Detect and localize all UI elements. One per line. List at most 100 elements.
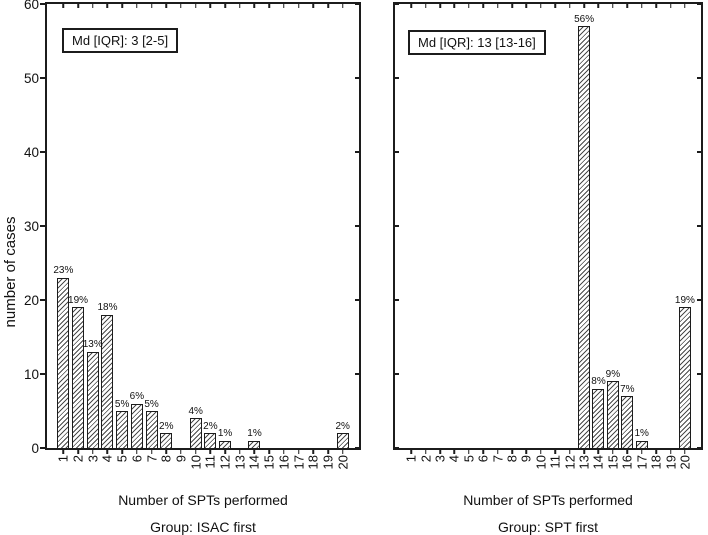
x-tick-slot: 1 bbox=[403, 454, 419, 492]
x-tick-top bbox=[496, 4, 499, 8]
x-tick-slot: 4 bbox=[100, 454, 115, 492]
bar bbox=[101, 314, 114, 448]
x-tick-slot: 6 bbox=[129, 454, 144, 492]
x-tick-slot: 2 bbox=[418, 454, 434, 492]
x-tick bbox=[283, 450, 285, 454]
x-axis-title: Number of SPTs performed bbox=[118, 492, 288, 508]
median-iqr-annotation: Md [IQR]: 13 [13-16] bbox=[408, 30, 546, 55]
x-tick-label: 18 bbox=[648, 455, 664, 470]
x-axis-title: Number of SPTs performed bbox=[463, 492, 633, 508]
x-tick-top bbox=[525, 4, 528, 8]
y-tick bbox=[40, 151, 45, 153]
bar bbox=[189, 418, 202, 448]
bar-slot bbox=[291, 4, 306, 454]
x-tick-label: 1 bbox=[403, 455, 419, 463]
x-tick bbox=[626, 450, 629, 454]
x-tick-slot: 2 bbox=[71, 454, 86, 492]
x-tick bbox=[136, 450, 138, 454]
x-tick-slot: 16 bbox=[620, 454, 635, 492]
x-tick bbox=[150, 450, 153, 454]
x-tick-label: 10 bbox=[533, 455, 549, 470]
x-tick-top bbox=[297, 4, 300, 8]
bar-slot bbox=[447, 4, 461, 454]
bar bbox=[336, 433, 349, 448]
x-tick-slot: 20 bbox=[335, 454, 350, 492]
x-tick bbox=[684, 450, 686, 454]
bar-slot: 6% bbox=[130, 4, 145, 454]
x-tick-slot: 9 bbox=[173, 454, 188, 492]
bar-slot bbox=[663, 4, 677, 454]
bar-value-label: 19% bbox=[674, 294, 695, 306]
x-tick-top bbox=[283, 4, 285, 8]
x-tick bbox=[410, 450, 412, 454]
bar-slot bbox=[232, 4, 247, 454]
bar-slot bbox=[277, 4, 292, 454]
bar bbox=[160, 433, 173, 448]
y-tick-label: 10 bbox=[23, 366, 39, 382]
bar-slot: 56% bbox=[574, 4, 594, 454]
x-tick-slot: 19 bbox=[321, 454, 336, 492]
x-tick-slot: 18 bbox=[648, 454, 664, 492]
bars-area: 56% 8% 9% 7% 1% 19% bbox=[395, 4, 701, 454]
x-tick-top bbox=[583, 4, 585, 8]
x-tick bbox=[121, 450, 123, 454]
bar bbox=[635, 440, 648, 448]
plot-frame: Md [IQR]: 3 [2-5] 23% 19% 13% 18% 5% 6% 5% 2% 4%… bbox=[24, 0, 361, 456]
x-tick-top bbox=[209, 4, 212, 8]
x-tick-top bbox=[655, 4, 657, 8]
x-tick-top bbox=[341, 4, 344, 8]
x-tick-label: 6 bbox=[475, 455, 491, 463]
x-tick-top bbox=[194, 4, 197, 8]
bar bbox=[204, 433, 217, 448]
group-title: Group: SPT first bbox=[497, 519, 599, 535]
x-tick-label: 18 bbox=[305, 455, 321, 470]
x-tick-label: 5 bbox=[114, 455, 130, 463]
x-tick-slot: 10 bbox=[188, 454, 203, 492]
x-tick-label: 17 bbox=[634, 455, 650, 470]
x-tick-slot: 3 bbox=[85, 454, 100, 492]
bar-slot bbox=[262, 4, 277, 454]
x-tick-slot: 11 bbox=[548, 454, 563, 492]
x-tick bbox=[554, 450, 557, 454]
x-tick-top bbox=[224, 4, 226, 8]
x-tick-slot: 20 bbox=[677, 454, 692, 492]
bar-slot: 1% bbox=[218, 4, 233, 454]
bar-slot bbox=[649, 4, 663, 454]
median-iqr-annotation: Md [IQR]: 3 [2-5] bbox=[62, 28, 179, 53]
x-tick bbox=[180, 450, 182, 454]
bar-value-label: 18% bbox=[97, 302, 118, 314]
bar-value-label: 5% bbox=[144, 398, 159, 410]
x-tick-labels: 1 2 3 4 5 6 7 8 9 10 11 12 13 14 15 16 17 18 19 20 bbox=[45, 454, 361, 492]
bar-slot: 7% bbox=[620, 4, 635, 454]
x-tick-label: 15 bbox=[605, 455, 621, 470]
x-tick-slot: 16 bbox=[276, 454, 291, 492]
x-tick-top bbox=[511, 4, 513, 8]
bar-slot: 13% bbox=[83, 4, 103, 454]
x-tick bbox=[312, 450, 315, 454]
x-tick-top bbox=[121, 4, 123, 8]
x-tick-label: 2 bbox=[418, 455, 434, 463]
x-tick-top bbox=[626, 4, 629, 8]
x-tick-slot: 7 bbox=[144, 454, 159, 492]
x-tick-label: 1 bbox=[55, 455, 71, 463]
x-tick-top bbox=[312, 4, 315, 8]
bar-slot: 1% bbox=[247, 4, 262, 454]
x-tick-top bbox=[482, 4, 484, 8]
x-tick bbox=[268, 450, 270, 454]
bar-slot: 9% bbox=[606, 4, 620, 454]
bar-value-label: 8% bbox=[591, 376, 606, 388]
x-tick-label: 4 bbox=[99, 455, 115, 463]
x-tick-slot: 10 bbox=[533, 454, 549, 492]
x-tick bbox=[496, 450, 499, 454]
x-tick-label: 13 bbox=[232, 455, 248, 470]
x-tick-label: 7 bbox=[144, 455, 160, 463]
y-tick-label: 50 bbox=[23, 70, 39, 86]
x-tick bbox=[253, 450, 256, 454]
x-tick-slot: 7 bbox=[490, 454, 505, 492]
x-tick-label: 5 bbox=[461, 455, 477, 463]
x-tick-label: 20 bbox=[335, 455, 351, 470]
bar-slot: 5% bbox=[115, 4, 130, 454]
bar-slot bbox=[548, 4, 562, 454]
y-tick bbox=[40, 77, 45, 79]
x-tick-top bbox=[92, 4, 94, 8]
